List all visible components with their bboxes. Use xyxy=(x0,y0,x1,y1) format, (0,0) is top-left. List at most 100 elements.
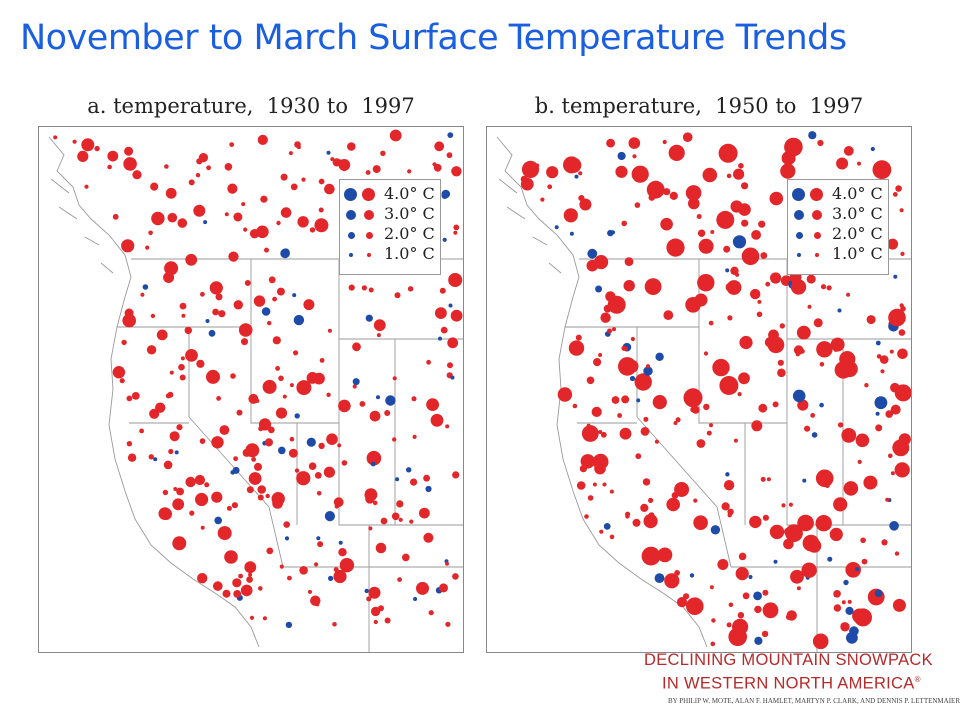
warming-station-dot xyxy=(833,497,848,512)
warming-station-dot xyxy=(176,487,185,496)
warming-station-dot xyxy=(236,409,243,416)
warming-station-dot xyxy=(334,504,339,509)
warming-station-dot xyxy=(224,163,233,171)
warming-station-dot xyxy=(765,281,771,287)
cooling-station-dot xyxy=(748,575,753,579)
legend-label: 2.0° C xyxy=(384,224,435,243)
warming-station-dot xyxy=(119,378,125,384)
cooling-station-dot xyxy=(603,523,611,530)
warming-station-dot xyxy=(242,448,251,457)
warming-station-dot xyxy=(296,471,311,486)
warming-station-dot xyxy=(168,448,174,455)
warming-station-dot xyxy=(376,333,381,338)
warming-station-dot xyxy=(451,166,462,177)
warming-station-dot xyxy=(215,293,223,301)
warming-station-dot xyxy=(145,245,150,250)
warming-station-dot xyxy=(648,194,656,201)
warming-station-dot xyxy=(77,150,89,162)
warming-station-dot xyxy=(669,191,678,200)
warming-station-dot xyxy=(445,621,451,627)
cooling-station-dot xyxy=(843,579,849,586)
cooling-station-dot xyxy=(284,536,290,541)
warming-station-dot xyxy=(846,292,851,297)
warming-station-dot xyxy=(628,137,641,149)
cooling-station-dot xyxy=(395,477,400,482)
warming-station-dot xyxy=(586,259,599,272)
warming-station-dot xyxy=(428,610,434,616)
warming-station-dot xyxy=(727,513,732,518)
cooling-station-dot xyxy=(328,575,334,581)
warming-station-dot xyxy=(840,622,850,632)
warming-station-dot xyxy=(730,200,743,213)
warming-station-dot xyxy=(72,139,77,144)
cooling-station-dot xyxy=(438,336,442,341)
warming-station-dot xyxy=(275,366,280,371)
warming-station-dot xyxy=(673,421,678,425)
warming-station-dot xyxy=(308,462,317,471)
cooling-station-dot xyxy=(142,284,149,290)
warming-station-dot xyxy=(432,162,437,167)
warming-station-dot xyxy=(890,404,901,415)
warming-station-dot xyxy=(149,408,160,419)
warming-station-dot xyxy=(644,278,662,295)
warming-station-dot xyxy=(294,141,301,148)
warming-station-dot xyxy=(132,170,142,180)
warming-station-dot xyxy=(287,575,292,581)
cooling-station-dot xyxy=(153,457,158,462)
map-panel-a: a. temperature, 1930 to 1997 4.0° C 3.0°… xyxy=(36,88,466,654)
warming-station-dot xyxy=(876,354,882,359)
slide-title: November to March Surface Temperature Tr… xyxy=(20,18,847,58)
warming-station-dot xyxy=(384,617,391,624)
panel-a-legend: 4.0° C 3.0° C 2.0° C 1.0° C xyxy=(339,179,441,275)
warming-station-dot xyxy=(282,394,287,399)
warming-station-dot xyxy=(685,297,701,313)
warming-station-dot xyxy=(272,498,283,509)
warming-station-dot xyxy=(634,202,641,208)
warming-station-dot xyxy=(258,586,263,591)
warming-station-dot xyxy=(164,164,169,169)
warming-station-dot xyxy=(546,166,559,179)
warming-station-dot xyxy=(833,590,841,598)
warming-station-dot xyxy=(706,430,712,436)
legend-row-2c: 2.0° C xyxy=(788,224,888,244)
warming-station-dot xyxy=(663,188,671,196)
warming-station-dot xyxy=(834,361,852,379)
warming-station-dot xyxy=(308,589,312,594)
warming-station-dot xyxy=(260,195,268,203)
warming-station-dot xyxy=(423,532,434,543)
cooling-station-dot xyxy=(893,274,898,279)
warming-station-dot xyxy=(599,529,604,534)
coastline xyxy=(48,136,260,648)
warming-station-dot xyxy=(257,134,268,145)
warming-station-dot xyxy=(693,498,698,503)
warming-station-dot xyxy=(769,191,784,206)
warming-station-dot xyxy=(262,379,277,394)
warming-station-dot xyxy=(448,273,463,287)
warming-station-dot xyxy=(813,318,823,328)
cooling-station-dot xyxy=(773,559,778,564)
warming-station-dot xyxy=(751,230,761,240)
warming-station-dot xyxy=(309,227,316,233)
warming-station-dot xyxy=(888,453,893,459)
warming-station-dot xyxy=(642,478,651,486)
warming-station-dot xyxy=(579,198,592,211)
cooling-station-dot xyxy=(845,606,854,615)
warming-station-dot xyxy=(769,524,785,540)
warming-station-dot xyxy=(327,328,332,333)
warming-station-dot xyxy=(607,328,612,334)
warming-station-dot xyxy=(796,586,801,591)
cooling-station-dot xyxy=(324,511,335,522)
warming-station-dot xyxy=(716,210,735,229)
warming-station-dot xyxy=(612,327,616,332)
warming-station-dot xyxy=(314,472,322,479)
warming-station-dot xyxy=(264,247,269,253)
warming-station-dot xyxy=(352,342,361,352)
warming-station-dot xyxy=(640,503,649,512)
warming-station-dot xyxy=(233,212,243,222)
warming-station-dot xyxy=(314,218,329,233)
cooling-station-dot xyxy=(232,466,240,474)
warming-station-dot xyxy=(611,396,620,404)
warming-station-dot xyxy=(632,154,637,159)
warming-station-dot xyxy=(148,454,154,460)
warming-station-dot xyxy=(762,602,779,619)
